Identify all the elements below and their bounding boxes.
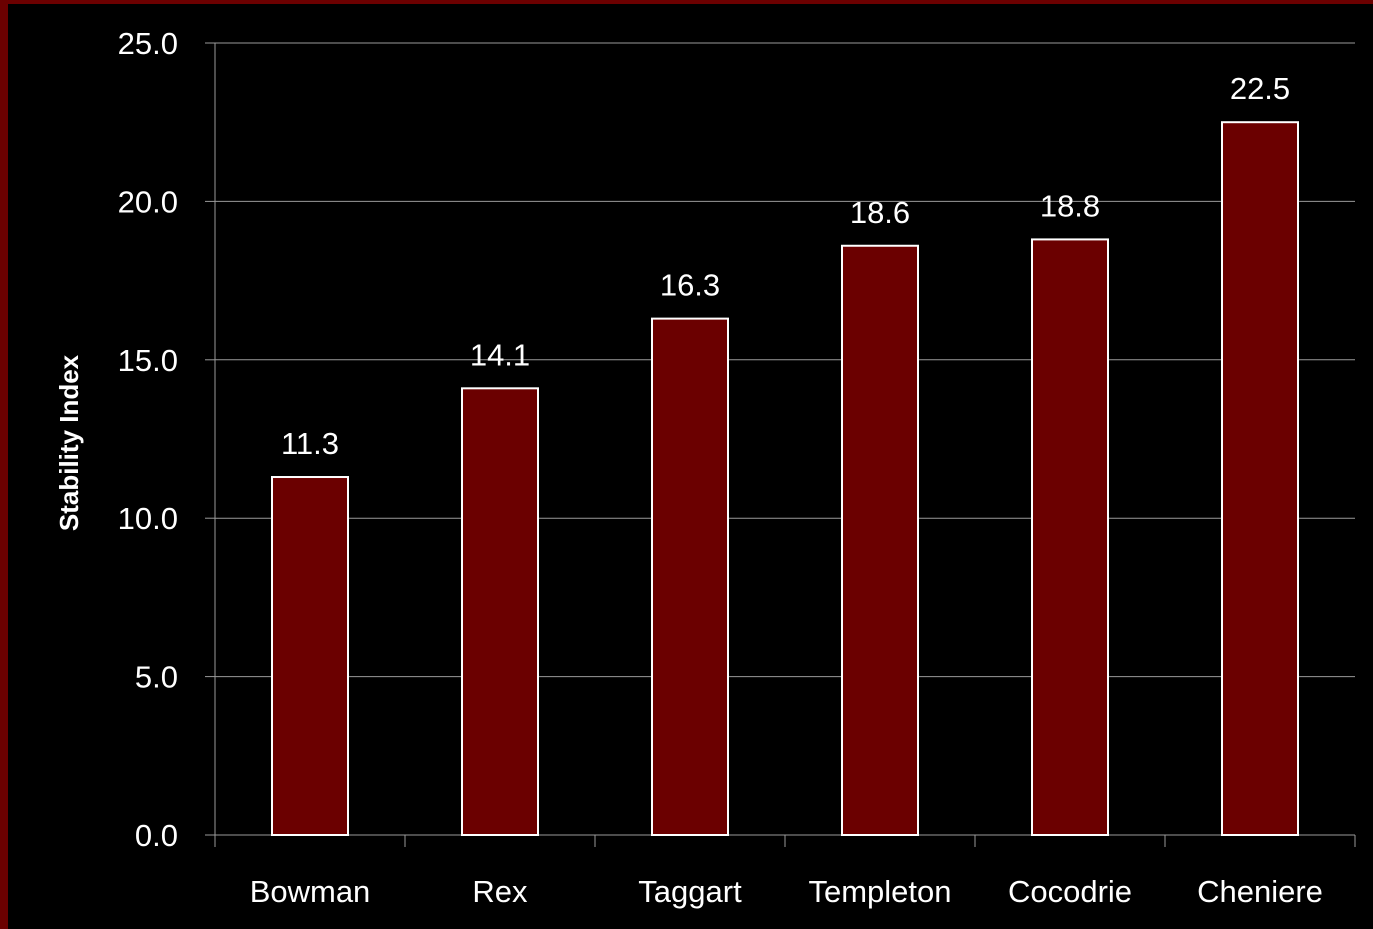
category-label-bowman: Bowman <box>250 874 371 909</box>
data-label-cheniere: 22.5 <box>1230 71 1290 106</box>
bar-cocodrie <box>1031 238 1109 836</box>
category-label-cheniere: Cheniere <box>1197 874 1323 909</box>
axes <box>205 42 1356 847</box>
bar-taggart <box>651 317 729 836</box>
data-label-taggart: 16.3 <box>660 268 720 303</box>
y-tick-label: 15.0 <box>118 343 178 378</box>
y-tick-label: 25.0 <box>118 26 178 61</box>
category-label-cocodrie: Cocodrie <box>1008 874 1132 909</box>
y-tick-label: 10.0 <box>118 501 178 536</box>
bar-bowman <box>271 476 349 836</box>
gridlines <box>215 42 1355 678</box>
bar-cheniere <box>1221 121 1299 836</box>
y-axis-ticks: 0.0 5.0 10.0 15.0 20.0 25.0 <box>118 26 178 853</box>
category-label-rex: Rex <box>472 874 528 909</box>
data-label-cocodrie: 18.8 <box>1040 188 1100 223</box>
y-tick-label: 0.0 <box>135 818 178 853</box>
category-label-taggart: Taggart <box>638 874 742 909</box>
data-label-rex: 14.1 <box>470 337 530 372</box>
bar-rex <box>461 387 539 836</box>
y-tick-label: 20.0 <box>118 184 178 219</box>
bar-templeton <box>841 244 919 836</box>
x-axis-labels: Bowman Rex Taggart Templeton Cocodrie Chenier… <box>250 874 1323 909</box>
bars <box>271 121 1299 836</box>
data-labels: 11.3 14.1 16.3 18.6 18.8 22.5 <box>281 71 1290 461</box>
data-label-bowman: 11.3 <box>281 426 339 461</box>
data-label-templeton: 18.6 <box>850 195 910 230</box>
y-axis-title: Stability Index <box>54 354 84 531</box>
y-tick-label: 5.0 <box>135 660 178 695</box>
category-label-templeton: Templeton <box>808 874 951 909</box>
